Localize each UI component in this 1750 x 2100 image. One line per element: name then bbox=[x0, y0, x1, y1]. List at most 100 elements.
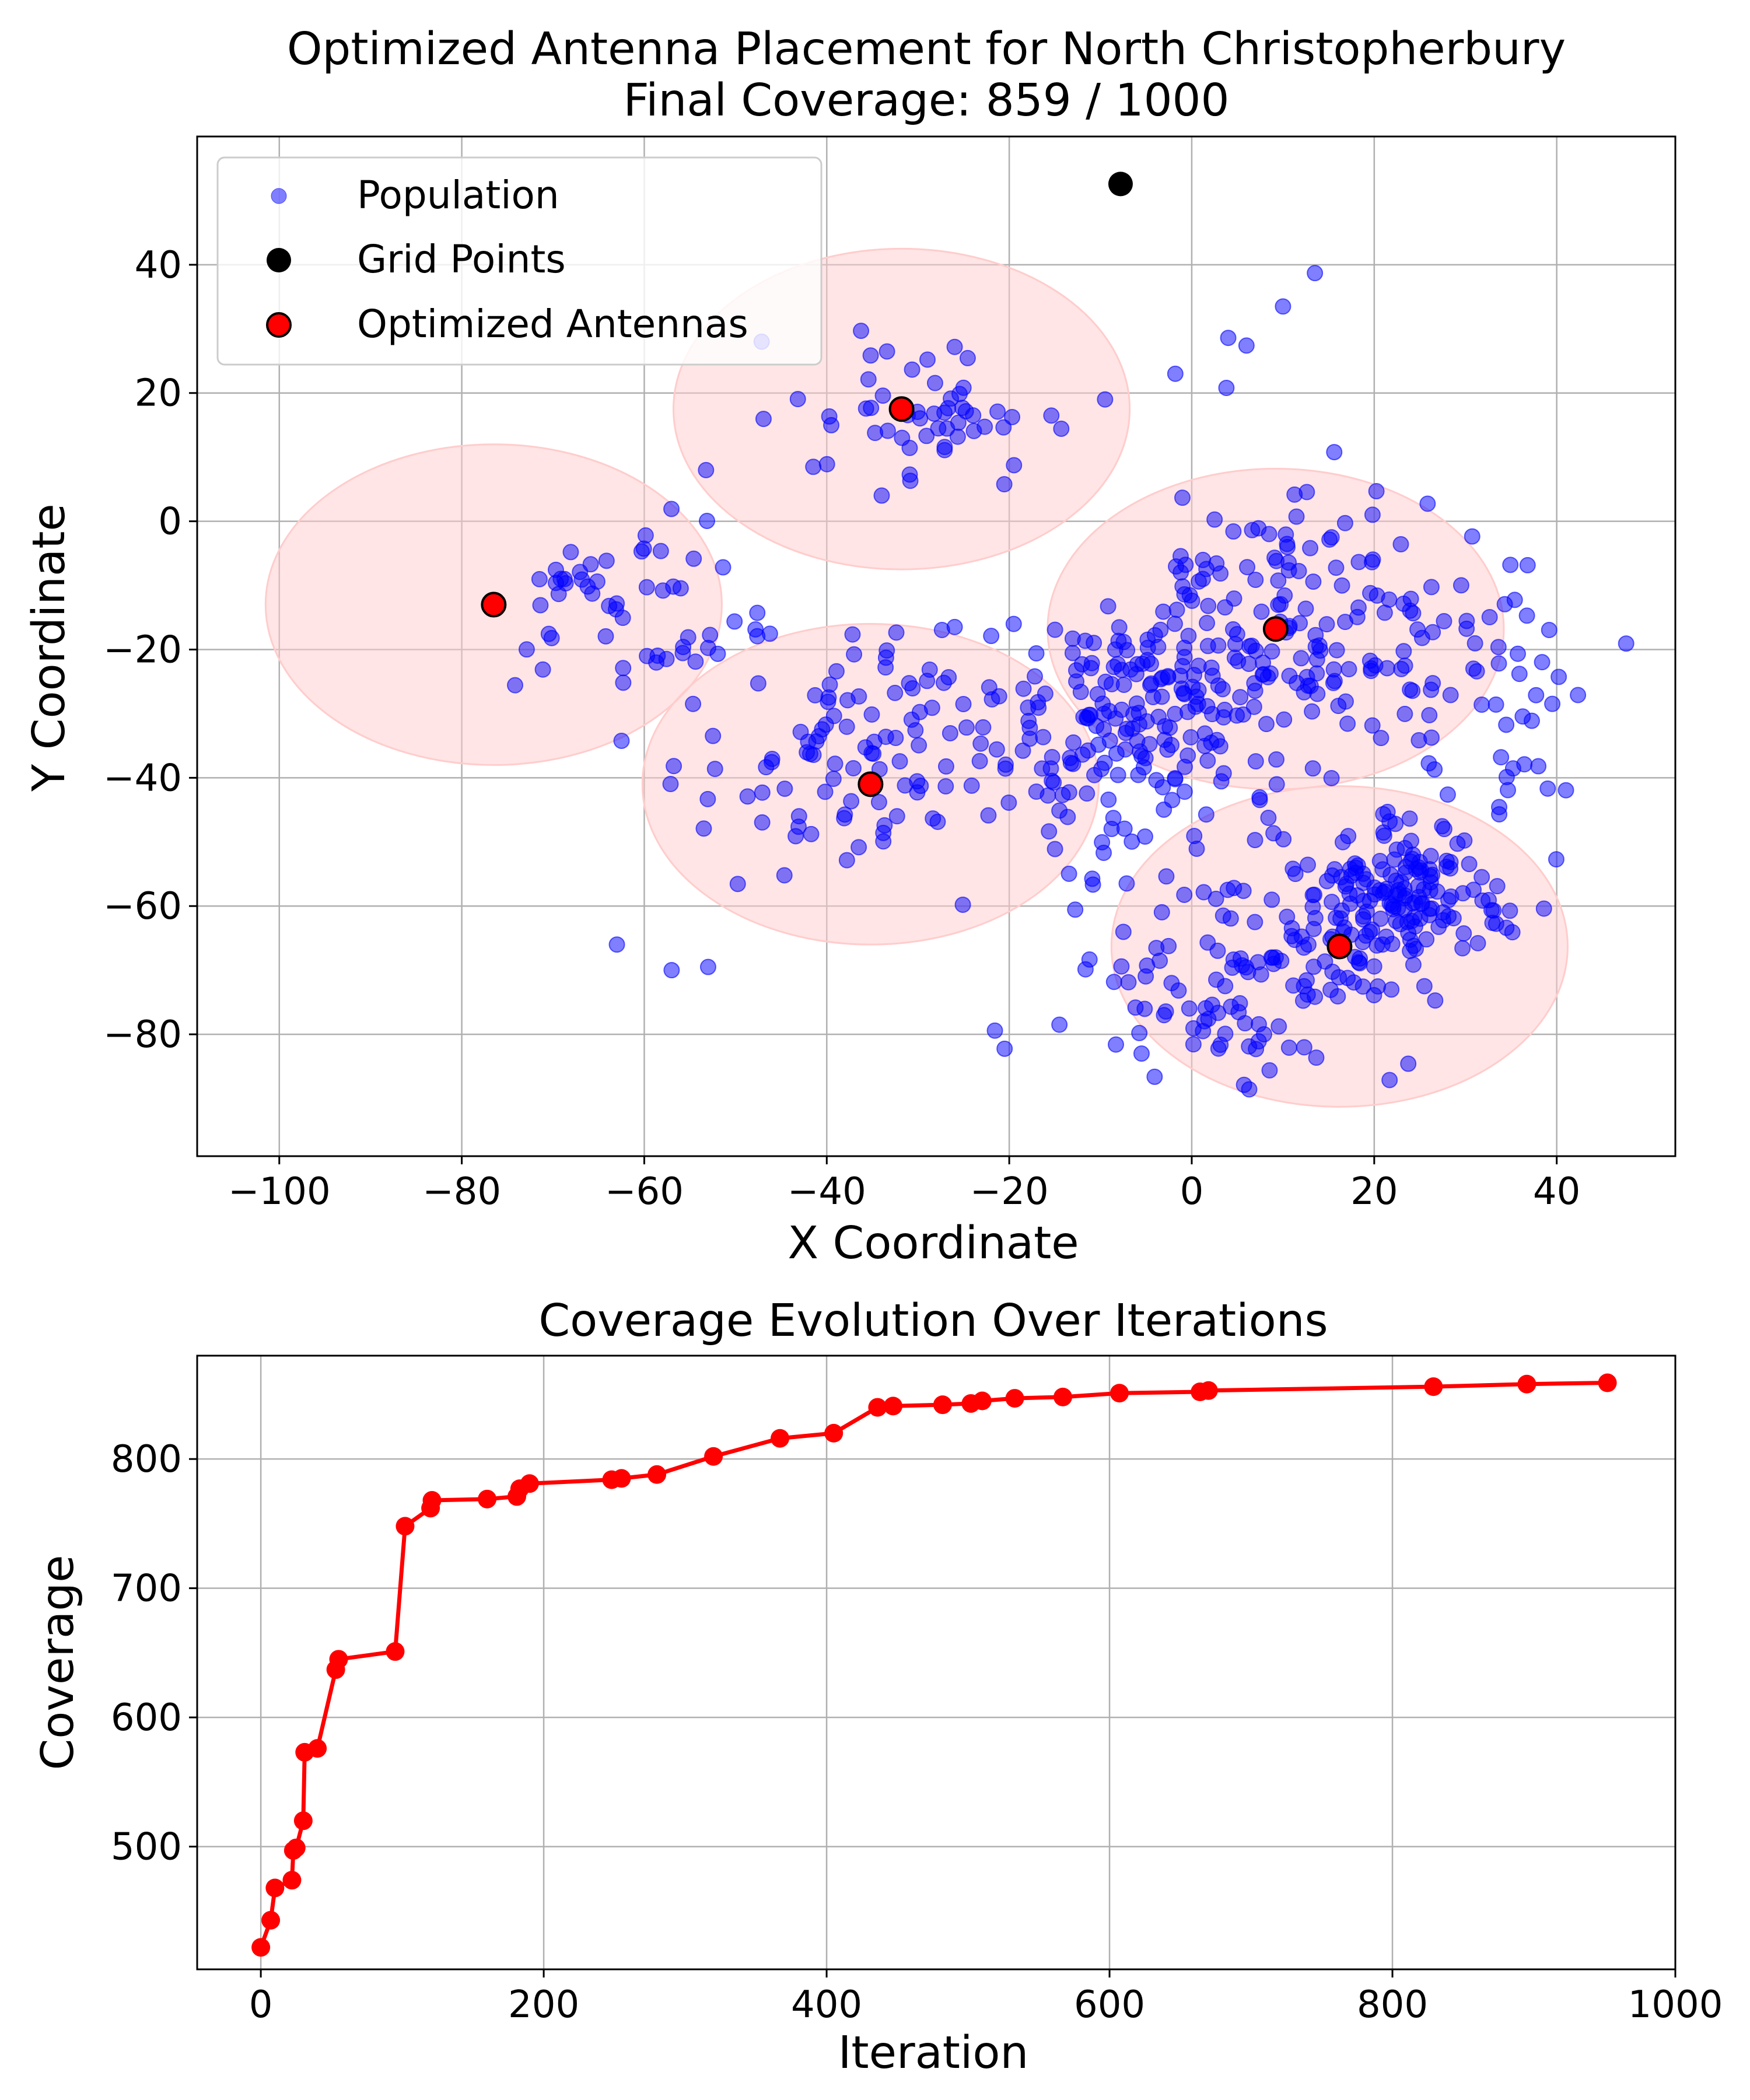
population-point bbox=[986, 1022, 1003, 1039]
population-point bbox=[803, 825, 820, 842]
population-point bbox=[878, 343, 895, 360]
legend-grid-points-label: Grid Points bbox=[357, 237, 566, 282]
population-point bbox=[1530, 758, 1547, 775]
population-point bbox=[1163, 975, 1180, 992]
population-point bbox=[1454, 940, 1471, 957]
population-point bbox=[699, 958, 716, 975]
population-point bbox=[946, 338, 963, 355]
population-point bbox=[1172, 548, 1189, 565]
x-tick-label: 1000 bbox=[1628, 1983, 1723, 2027]
population-point bbox=[1504, 924, 1521, 941]
y-tick-label: −60 bbox=[103, 885, 182, 928]
population-point bbox=[1535, 900, 1552, 917]
population-point bbox=[1086, 766, 1103, 783]
population-point bbox=[1005, 615, 1022, 632]
scatter-y-axis-label: Y Coordinate bbox=[23, 503, 75, 792]
population-point bbox=[706, 761, 723, 778]
population-point bbox=[1155, 603, 1172, 620]
population-point bbox=[1381, 591, 1398, 608]
population-point bbox=[1209, 942, 1226, 959]
population-point bbox=[1318, 616, 1335, 633]
population-point bbox=[972, 735, 989, 752]
population-point bbox=[997, 760, 1014, 777]
population-point bbox=[1239, 559, 1256, 576]
population-point bbox=[1326, 444, 1343, 461]
population-point bbox=[891, 753, 908, 770]
population-point bbox=[695, 820, 712, 837]
population-point bbox=[1045, 774, 1062, 791]
population-point bbox=[1323, 769, 1340, 786]
x-tick-label: 0 bbox=[1180, 1170, 1204, 1213]
population-point bbox=[1028, 783, 1045, 800]
antenna-marker bbox=[1262, 616, 1289, 642]
population-point bbox=[1037, 685, 1054, 702]
population-point bbox=[1107, 1036, 1124, 1053]
legend-grid-points-marker bbox=[267, 248, 291, 272]
population-point bbox=[983, 628, 1000, 645]
population-point bbox=[1253, 603, 1270, 620]
population-point bbox=[1276, 711, 1293, 728]
population-point bbox=[1311, 637, 1328, 654]
population-point bbox=[699, 639, 716, 656]
population-point bbox=[1336, 919, 1353, 936]
population-point bbox=[1376, 827, 1392, 844]
population-point bbox=[1006, 457, 1023, 474]
population-point bbox=[897, 777, 914, 794]
population-point bbox=[1260, 809, 1277, 826]
population-point bbox=[1544, 695, 1561, 712]
population-point bbox=[1350, 599, 1367, 616]
population-point bbox=[844, 626, 861, 643]
population-point bbox=[875, 833, 892, 850]
population-point bbox=[1215, 765, 1232, 782]
antenna-marker bbox=[1326, 933, 1353, 960]
population-point bbox=[1452, 577, 1469, 594]
population-point bbox=[873, 487, 890, 504]
population-point bbox=[1416, 978, 1433, 995]
population-point bbox=[534, 661, 551, 678]
coverage-line bbox=[258, 1381, 1608, 1948]
coverage-point bbox=[286, 1838, 306, 1857]
population-point bbox=[1220, 330, 1237, 346]
population-point bbox=[1550, 668, 1567, 685]
population-point bbox=[1397, 887, 1414, 904]
population-point bbox=[654, 582, 671, 599]
population-point bbox=[1548, 851, 1564, 868]
population-point bbox=[1258, 716, 1275, 733]
population-point bbox=[1115, 634, 1132, 650]
population-point bbox=[904, 361, 921, 378]
population-points bbox=[507, 265, 1634, 1098]
population-point bbox=[750, 675, 766, 692]
population-point bbox=[518, 641, 535, 658]
population-point bbox=[1144, 689, 1161, 706]
population-point bbox=[1079, 785, 1096, 802]
population-point bbox=[1270, 1018, 1287, 1035]
population-point bbox=[531, 570, 548, 587]
population-point bbox=[1362, 892, 1378, 909]
population-point bbox=[1262, 665, 1279, 682]
population-point bbox=[1307, 909, 1324, 926]
population-point bbox=[1464, 528, 1480, 545]
population-point bbox=[1290, 562, 1307, 579]
population-point bbox=[850, 839, 867, 856]
population-point bbox=[1264, 643, 1280, 660]
population-point bbox=[685, 695, 702, 712]
population-point bbox=[1455, 925, 1472, 942]
population-point bbox=[1421, 706, 1438, 723]
population-point bbox=[805, 459, 822, 475]
population-point bbox=[1146, 1068, 1163, 1085]
population-point bbox=[1251, 789, 1268, 806]
y-tick-label: 0 bbox=[158, 501, 182, 544]
population-point bbox=[838, 852, 855, 869]
population-point bbox=[1280, 1039, 1297, 1056]
population-point bbox=[919, 351, 936, 368]
population-point bbox=[1283, 928, 1300, 944]
population-point bbox=[1268, 552, 1285, 569]
antenna-marker bbox=[481, 592, 507, 618]
population-point bbox=[1509, 645, 1526, 662]
population-point bbox=[1396, 705, 1413, 722]
population-point bbox=[936, 439, 953, 456]
coverage-point bbox=[612, 1469, 631, 1488]
population-point bbox=[1225, 523, 1242, 540]
population-point bbox=[1060, 784, 1077, 801]
